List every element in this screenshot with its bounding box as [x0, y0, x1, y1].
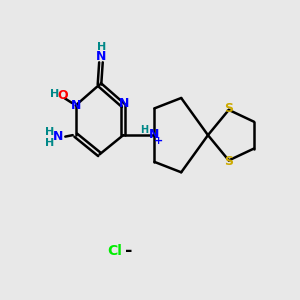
Text: +: +: [153, 136, 163, 146]
Text: N: N: [96, 50, 106, 64]
Text: N: N: [149, 128, 159, 141]
Text: N: N: [70, 99, 81, 112]
Text: S: S: [224, 155, 233, 168]
Text: H: H: [45, 127, 55, 137]
Text: H: H: [50, 89, 59, 99]
Text: -: -: [125, 242, 133, 260]
Text: N: N: [119, 98, 130, 110]
Text: N: N: [53, 130, 63, 143]
Text: S: S: [224, 102, 233, 115]
Text: H: H: [97, 42, 106, 52]
Text: Cl: Cl: [107, 244, 122, 258]
Text: O: O: [57, 89, 68, 102]
Text: H: H: [45, 138, 55, 148]
Text: H: H: [140, 125, 148, 135]
